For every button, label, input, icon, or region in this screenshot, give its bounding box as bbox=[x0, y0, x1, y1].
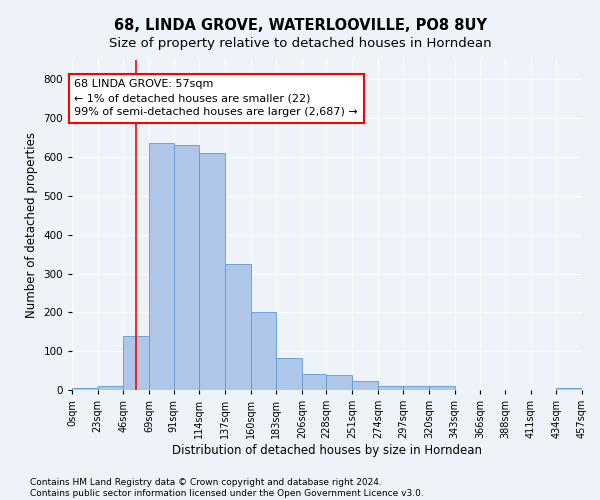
Text: 68, LINDA GROVE, WATERLOOVILLE, PO8 8UY: 68, LINDA GROVE, WATERLOOVILLE, PO8 8UY bbox=[113, 18, 487, 32]
Bar bbox=[276, 358, 302, 390]
Bar bbox=[72, 388, 98, 390]
Text: Size of property relative to detached houses in Horndean: Size of property relative to detached ho… bbox=[109, 38, 491, 51]
Bar bbox=[251, 312, 276, 390]
X-axis label: Distribution of detached houses by size in Horndean: Distribution of detached houses by size … bbox=[172, 444, 482, 457]
Bar bbox=[556, 388, 582, 390]
Y-axis label: Number of detached properties: Number of detached properties bbox=[25, 132, 38, 318]
Bar bbox=[225, 264, 251, 390]
Text: 68 LINDA GROVE: 57sqm
← 1% of detached houses are smaller (22)
99% of semi-detac: 68 LINDA GROVE: 57sqm ← 1% of detached h… bbox=[74, 80, 358, 118]
Bar bbox=[98, 386, 124, 390]
Bar bbox=[352, 381, 378, 390]
Text: Contains HM Land Registry data © Crown copyright and database right 2024.
Contai: Contains HM Land Registry data © Crown c… bbox=[30, 478, 424, 498]
Bar bbox=[173, 146, 199, 390]
Bar bbox=[429, 386, 455, 390]
Bar bbox=[124, 336, 149, 390]
Bar bbox=[326, 375, 352, 390]
Bar bbox=[149, 144, 173, 390]
Bar bbox=[378, 386, 403, 390]
Bar bbox=[403, 386, 429, 390]
Bar bbox=[302, 374, 326, 390]
Bar bbox=[199, 153, 225, 390]
